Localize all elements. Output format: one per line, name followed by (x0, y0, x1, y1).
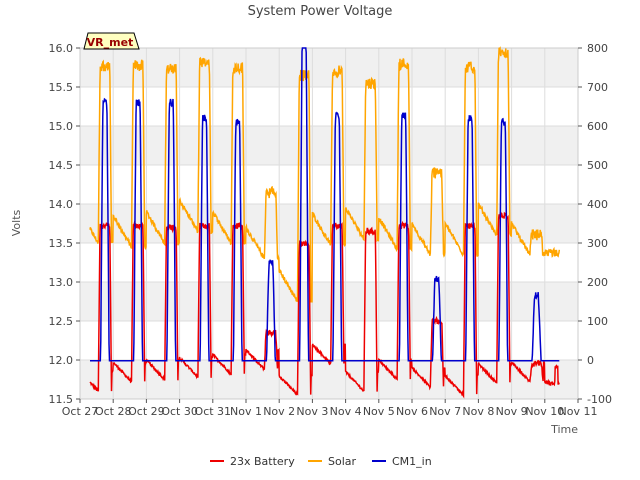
legend-label: Solar (328, 455, 357, 468)
x-tick-label: Nov 3 (296, 405, 328, 418)
x-tick-label: Nov 9 (496, 405, 528, 418)
y-tick-label-left: 14.5 (49, 159, 74, 172)
x-tick-label: Nov 5 (363, 405, 395, 418)
x-tick-label: Oct 28 (95, 405, 132, 418)
x-tick-label: Nov 1 (230, 405, 262, 418)
y-tick-label-right: -100 (587, 393, 612, 406)
band (80, 48, 578, 87)
x-tick-label: Oct 30 (161, 405, 198, 418)
x-tick-label: Nov 11 (559, 405, 598, 418)
background-bands (80, 48, 578, 399)
y-tick-label-left: 15.5 (49, 81, 74, 94)
band (80, 126, 578, 165)
y-tick-label-left: 12.5 (49, 315, 74, 328)
y-axis-right: -100 0 100 200 300 400 500 600 700 800 (578, 42, 612, 406)
x-tick-label: Nov 2 (263, 405, 295, 418)
legend-label: 23x Battery (230, 455, 295, 468)
x-tick-label: Oct 31 (195, 405, 232, 418)
y-tick-label-right: 800 (587, 42, 608, 55)
x-axis-label: Time (550, 423, 578, 436)
x-tick-label: Nov 10 (525, 405, 564, 418)
band (80, 282, 578, 321)
y-tick-label-left: 13.0 (49, 276, 74, 289)
badge-label: VR_met (87, 36, 134, 49)
y-tick-label-right: 400 (587, 198, 608, 211)
series-layer (89, 46, 561, 399)
y-tick-label-left: 15.0 (49, 120, 74, 133)
x-tick-label: Nov 4 (330, 405, 362, 418)
y-tick-label-right: 700 (587, 81, 608, 94)
x-tick-label: Oct 27 (62, 405, 99, 418)
vr-met-badge: VR_met (83, 32, 140, 50)
x-tick-label: Nov 6 (396, 405, 428, 418)
y-tick-label-right: 0 (587, 354, 594, 367)
y-axis-left: 11.5 12.0 12.5 13.0 13.5 14.0 14.5 15.0 15.5 16.0 (49, 42, 80, 406)
badge-shape (83, 32, 140, 50)
x-tick-label: Oct 29 (128, 405, 165, 418)
y-tick-label-right: 600 (587, 120, 608, 133)
series-line-solar (89, 46, 561, 303)
y-tick-label-right: 300 (587, 237, 608, 250)
y-tick-label-left: 16.0 (49, 42, 74, 55)
series-line-cm1-in (90, 47, 560, 362)
y-tick-label-right: 200 (587, 276, 608, 289)
y-tick-label-left: 14.0 (49, 198, 74, 211)
y-tick-label-left: 11.5 (49, 393, 74, 406)
band (80, 204, 578, 243)
chart-title: System Power Voltage (248, 4, 393, 19)
y-tick-label-left: 12.0 (49, 354, 74, 367)
legend: 23x Battery Solar CM1_in (210, 455, 432, 468)
y-tick-label-left: 13.5 (49, 237, 74, 250)
band (80, 360, 578, 399)
x-tick-label: Nov 7 (429, 405, 461, 418)
y-axis-label: Volts (10, 209, 23, 236)
plot-area (79, 47, 579, 400)
legend-label: CM1_in (392, 455, 432, 468)
y-tick-label-right: 500 (587, 159, 608, 172)
y-tick-label-right: 100 (587, 315, 608, 328)
x-tick-label: Nov 8 (462, 405, 494, 418)
